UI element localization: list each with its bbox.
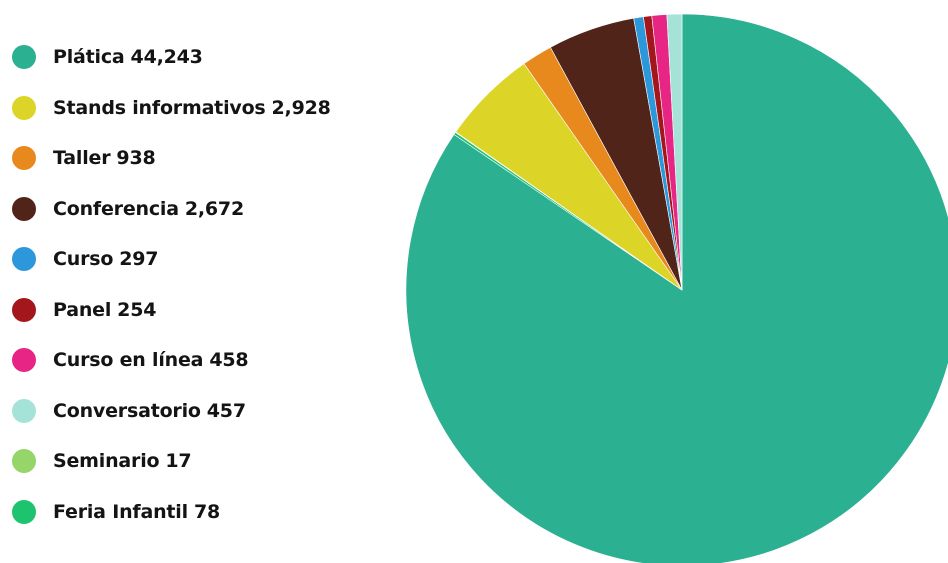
legend-swatch: [12, 95, 36, 120]
legend-item: Conversatorio 457: [12, 386, 412, 437]
legend-value: 297: [119, 248, 159, 271]
legend-item: Curso 297: [12, 234, 412, 285]
legend-label: Taller: [53, 147, 111, 170]
legend-value: 44,243: [130, 46, 203, 69]
legend-swatch: [12, 146, 36, 171]
legend-swatch: [12, 348, 36, 373]
legend-swatch: [12, 499, 36, 524]
legend-label: Conversatorio: [53, 399, 201, 422]
legend-item: Taller 938: [12, 133, 412, 184]
legend-value: 457: [206, 399, 246, 422]
legend-swatch: [12, 45, 36, 70]
legend-value: 78: [193, 500, 220, 523]
legend-item: Stands informativos 2,928: [12, 83, 412, 134]
legend-item: Conferencia 2,672: [12, 184, 412, 235]
legend-item: Curso en línea 458: [12, 335, 412, 386]
legend-label: Conferencia: [53, 197, 179, 220]
legend-label: Feria Infantil: [53, 500, 188, 523]
legend-item: Feria Infantil 78: [12, 487, 412, 538]
legend-label: Curso en línea: [53, 349, 204, 372]
legend-value: 2,928: [271, 96, 331, 119]
legend-swatch: [12, 398, 36, 423]
legend-label: Stands informativos: [53, 96, 266, 119]
legend-label: Panel: [53, 298, 112, 321]
pie-slice: [666, 13, 683, 291]
legend-value: 2,672: [184, 197, 244, 220]
legend-value: 254: [117, 298, 157, 321]
chart-legend: Plática 44,243 Stands informativos 2,928 Tal…: [12, 32, 412, 537]
legend-swatch: [12, 449, 36, 474]
legend-item: Seminario 17: [12, 436, 412, 487]
legend-value: 458: [209, 349, 249, 372]
legend-swatch: [12, 247, 36, 272]
legend-value: 17: [165, 450, 192, 473]
legend-item: Plática 44,243: [12, 32, 412, 83]
legend-swatch: [12, 196, 36, 221]
legend-label: Curso: [53, 248, 114, 271]
pie-slice: [405, 13, 948, 563]
legend-label: Plática: [53, 46, 125, 69]
legend-item: Panel 254: [12, 285, 412, 336]
legend-value: 938: [116, 147, 156, 170]
legend-swatch: [12, 297, 36, 322]
legend-label: Seminario: [53, 450, 160, 473]
